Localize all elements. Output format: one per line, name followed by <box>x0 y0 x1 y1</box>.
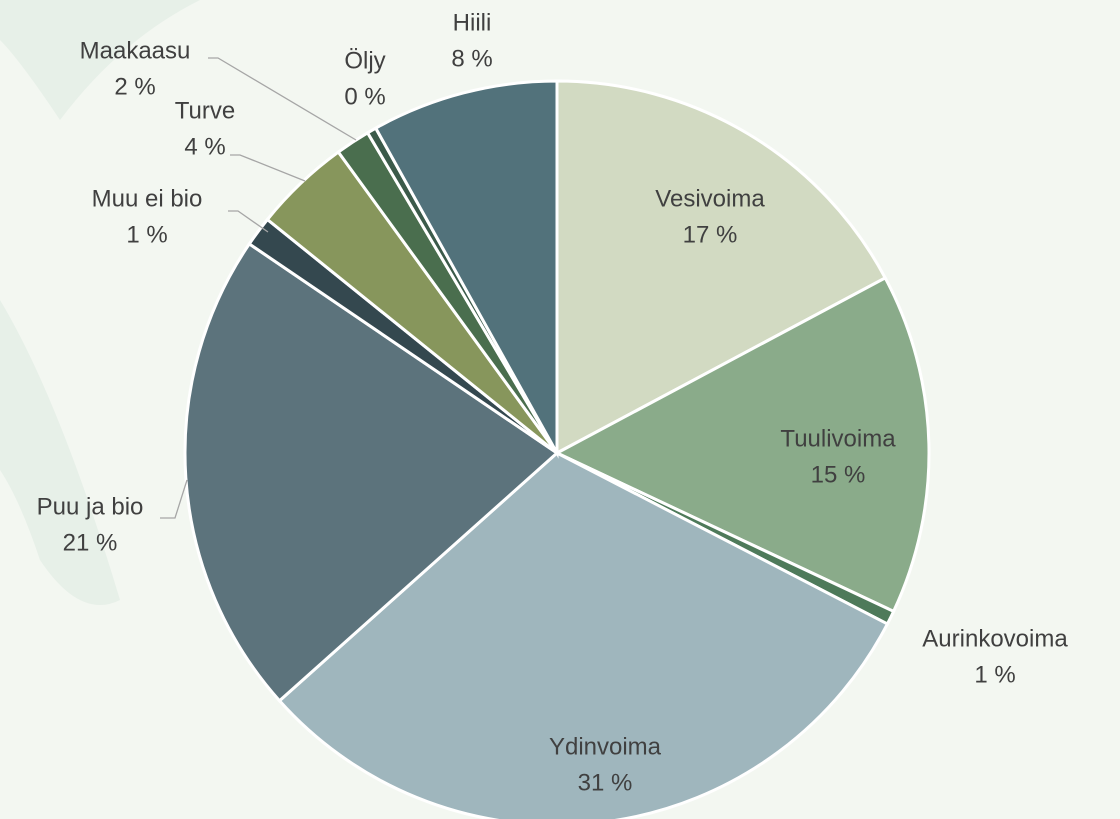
slice-value-label: 21 % <box>63 529 118 556</box>
leader-line <box>230 155 305 181</box>
slice-label: Turve <box>175 97 235 124</box>
leader-line <box>160 480 187 518</box>
slice-label: Öljy <box>344 47 385 74</box>
slice-value-label: 4 % <box>184 133 225 160</box>
slice-value-label: 17 % <box>683 221 738 248</box>
slice-label: Maakaasu <box>80 37 191 64</box>
slice-label: Hiili <box>453 9 492 36</box>
slice-value-label: 0 % <box>344 83 385 110</box>
slice-label: Muu ei bio <box>92 185 203 212</box>
slice-label: Aurinkovoima <box>922 625 1068 652</box>
slice-value-label: 15 % <box>811 461 866 488</box>
slice-value-label: 31 % <box>578 769 633 796</box>
slice-value-label: 2 % <box>114 73 155 100</box>
slice-label: Tuulivoima <box>780 425 896 452</box>
slice-value-label: 1 % <box>126 221 167 248</box>
slice-value-label: 1 % <box>974 661 1015 688</box>
slice-label: Ydinvoima <box>549 733 662 760</box>
chart: Vesivoima 17 % Tuulivoima 15 % Aurinkovoima 1… <box>0 0 1120 819</box>
slice-value-label: 8 % <box>451 45 492 72</box>
slice-label: Vesivoima <box>655 185 765 212</box>
slice-label: Puu ja bio <box>37 493 144 520</box>
